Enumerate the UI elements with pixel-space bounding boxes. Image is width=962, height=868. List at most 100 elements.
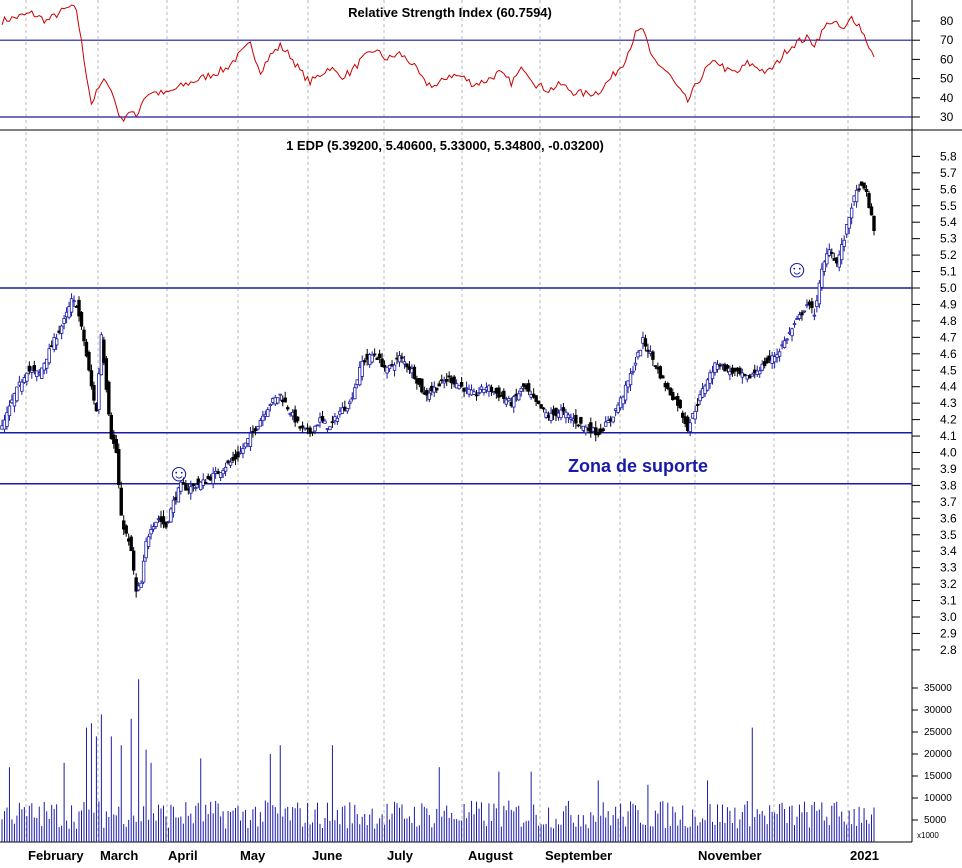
price-axis-tick-label: 5.8 bbox=[940, 149, 957, 163]
candle-body bbox=[402, 361, 407, 365]
candle-body bbox=[440, 379, 444, 382]
x-axis-month-label: May bbox=[240, 848, 266, 863]
rsi-title: Relative Strength Index (60.7594) bbox=[348, 5, 552, 20]
candle-body bbox=[782, 340, 787, 348]
x-axis-month-label: July bbox=[387, 848, 414, 863]
candle-body bbox=[668, 387, 672, 396]
candle-body bbox=[330, 421, 335, 424]
price-axis-tick-label: 4.3 bbox=[940, 396, 957, 410]
candle-body bbox=[472, 391, 476, 395]
candle-body bbox=[315, 424, 320, 427]
x-axis-month-label: April bbox=[168, 848, 198, 863]
price-axis-tick-label: 4.9 bbox=[940, 297, 957, 311]
price-axis-tick-label: 4.4 bbox=[940, 380, 957, 394]
candle-body bbox=[32, 365, 36, 371]
candle-body bbox=[758, 370, 762, 375]
rsi-axis-tick-label: 80 bbox=[940, 14, 954, 28]
vertical-gridlines bbox=[25, 0, 849, 842]
x-axis-month-label: 2021 bbox=[850, 848, 879, 863]
price-panel bbox=[0, 181, 912, 598]
candle-body bbox=[479, 386, 484, 390]
candle-body bbox=[236, 451, 240, 458]
candle-body bbox=[164, 521, 168, 528]
candle-body bbox=[15, 386, 19, 402]
candle-body bbox=[785, 338, 789, 341]
candle-body bbox=[154, 521, 158, 527]
candle-body bbox=[211, 472, 215, 484]
candle-body bbox=[285, 407, 290, 410]
candle-body bbox=[541, 407, 546, 410]
candle-body bbox=[407, 366, 412, 370]
candle-body bbox=[633, 362, 638, 366]
candle-body bbox=[377, 353, 382, 359]
candle-body bbox=[698, 394, 702, 402]
x-axis-month-label: February bbox=[28, 848, 84, 863]
candle-body bbox=[7, 405, 12, 417]
candle-body bbox=[512, 396, 516, 408]
price-axis-tick-label: 5.2 bbox=[940, 248, 957, 262]
candle-body bbox=[114, 439, 118, 453]
candle-body bbox=[40, 367, 44, 379]
candle-body bbox=[184, 484, 188, 491]
candle-body bbox=[854, 189, 859, 203]
candle-body bbox=[437, 383, 441, 387]
candle-body bbox=[638, 349, 643, 357]
candle-body bbox=[643, 338, 648, 347]
price-axis-tick-label: 4.0 bbox=[940, 446, 957, 460]
candle-body bbox=[119, 487, 123, 516]
candle-body bbox=[849, 207, 854, 219]
candle-body bbox=[693, 411, 697, 420]
candle-body bbox=[392, 364, 397, 371]
candle-body bbox=[611, 416, 615, 423]
candle-body bbox=[628, 372, 633, 386]
candle-body bbox=[777, 351, 782, 357]
candle-body bbox=[653, 365, 658, 368]
candle-body bbox=[519, 387, 523, 392]
candle-body bbox=[199, 481, 203, 490]
candle-body bbox=[867, 193, 871, 208]
candle-body bbox=[310, 431, 315, 434]
candle-body bbox=[283, 397, 287, 403]
candle-body bbox=[77, 299, 81, 317]
candle-body bbox=[25, 372, 29, 382]
rsi-panel bbox=[0, 4, 912, 123]
volume-panel bbox=[1, 679, 875, 842]
price-axis-tick-label: 3.0 bbox=[940, 610, 957, 624]
candle-body bbox=[790, 328, 794, 337]
rsi-line bbox=[1, 4, 875, 123]
candle-body bbox=[84, 341, 89, 357]
price-axis-tick-label: 4.6 bbox=[940, 347, 957, 361]
price-axis-tick-label: 4.2 bbox=[940, 413, 957, 427]
candle-body bbox=[750, 373, 754, 377]
candle-body bbox=[666, 383, 670, 389]
candle-body bbox=[397, 355, 402, 363]
candle-body bbox=[566, 414, 571, 418]
candle-body bbox=[447, 375, 451, 378]
candle-body bbox=[385, 366, 389, 374]
candle-body bbox=[651, 351, 655, 360]
volume-axis-tick-label: 30000 bbox=[924, 705, 952, 716]
candle-body bbox=[59, 325, 64, 334]
candle-body bbox=[30, 369, 34, 373]
candle-body bbox=[191, 484, 195, 487]
candle-body bbox=[268, 404, 273, 407]
candle-body bbox=[631, 370, 635, 373]
volume-axis-tick-label: 20000 bbox=[924, 749, 952, 760]
price-axis-tick-label: 5.7 bbox=[940, 166, 957, 180]
candle-body bbox=[353, 387, 357, 400]
candle-body bbox=[134, 577, 138, 592]
candle-body bbox=[725, 365, 730, 369]
candle-body bbox=[869, 206, 874, 216]
rsi-axis-tick-label: 40 bbox=[940, 91, 954, 105]
volume-axis-tick-label: 25000 bbox=[924, 727, 952, 738]
candle-body bbox=[149, 529, 153, 535]
candle-body bbox=[800, 312, 804, 316]
candle-body bbox=[89, 370, 94, 387]
candle-body bbox=[534, 395, 538, 402]
candle-body bbox=[261, 415, 265, 422]
candle-body bbox=[621, 396, 625, 405]
candle-body bbox=[795, 318, 799, 321]
chart-frame bbox=[0, 0, 912, 842]
candle-body bbox=[842, 239, 846, 247]
